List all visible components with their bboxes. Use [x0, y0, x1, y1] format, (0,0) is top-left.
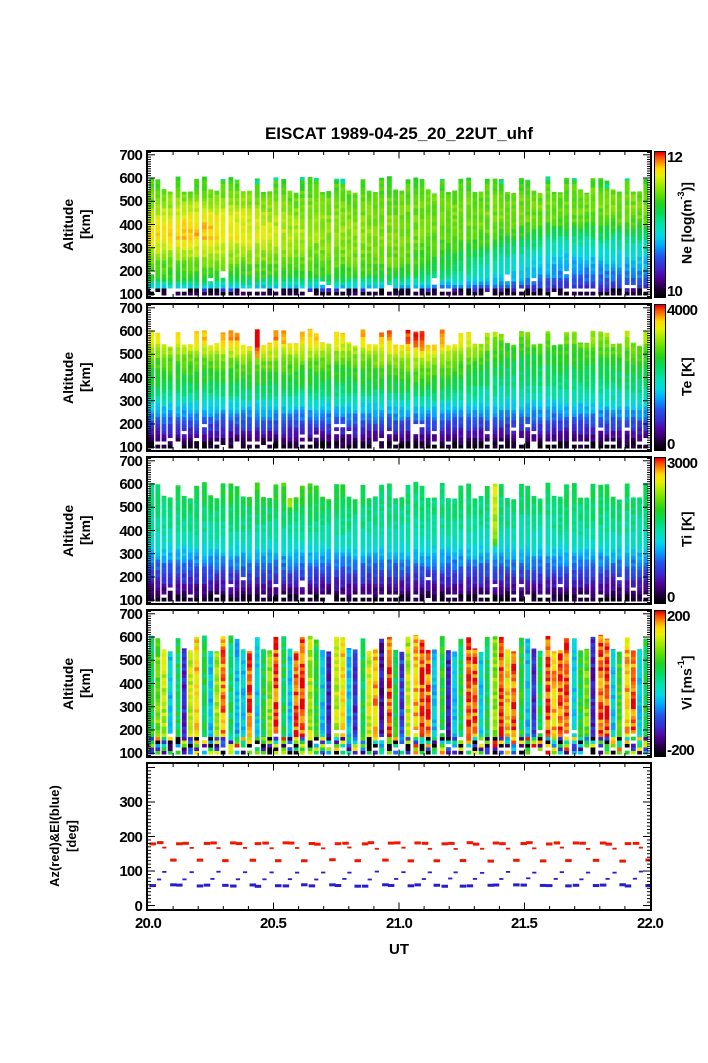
colorbar-title-text: Ti [K] [678, 511, 695, 548]
y-axis-label-azel: Az(red)&El(blue) [deg] [46, 764, 92, 909]
y-tick-label: 0 [134, 897, 142, 915]
panel-azel-scatter [146, 762, 652, 911]
colorbar-title-ti: Ti [K] [676, 457, 702, 602]
y-axis-label-line: Altitude [60, 657, 76, 710]
y-axis-label-line: [km] [77, 362, 93, 393]
y-tick-label: 400 [119, 216, 142, 234]
y-tick-label: 700 [119, 299, 142, 317]
y-tick-label: 500 [119, 652, 142, 670]
y-tick-label: 600 [119, 629, 142, 647]
y-tick-label: 200 [119, 568, 142, 586]
colorbar-max-label: 200 [667, 608, 690, 625]
y-axis-label-line: Altitude [60, 198, 76, 251]
colorbar-max-label: 3000 [667, 455, 698, 472]
y-tick-label: 500 [119, 193, 142, 211]
y-tick-label: 500 [119, 499, 142, 517]
y-axis-label-line: [km] [77, 515, 93, 546]
colorbar-te-gradient [655, 305, 665, 450]
y-tick-label: 200 [119, 415, 142, 433]
colorbar-vi-gradient [655, 611, 665, 756]
panel-vi-heatmap [146, 609, 652, 758]
ne-heatmap-canvas [148, 152, 650, 297]
colorbar-vi [654, 610, 666, 757]
colorbar-min-label: 0 [667, 589, 675, 606]
y-tick-label: 100 [119, 439, 142, 457]
y-tick-label: 200 [119, 721, 142, 739]
azel-scatter-canvas [148, 764, 650, 909]
y-tick-label: 400 [119, 369, 142, 387]
colorbar-title-te: Te [K] [676, 304, 702, 449]
y-tick-label: 300 [119, 545, 142, 563]
y-tick-label: 400 [119, 522, 142, 540]
panel-ne-heatmap [146, 150, 652, 299]
x-tick-label: 21.0 [386, 915, 413, 932]
chart-title: EISCAT 1989-04-25_20_22UT_uhf [264, 124, 534, 143]
y-tick-label: 600 [119, 323, 142, 341]
colorbar-max-label: 12 [667, 149, 683, 166]
y-tick-label: 200 [119, 262, 142, 280]
y-axis-label-line: [km] [77, 209, 93, 240]
y-tick-label: 100 [119, 286, 142, 304]
x-tick-label: 20.5 [260, 915, 287, 932]
colorbar-title-text: ] [678, 655, 695, 660]
colorbar-title-ne: Ne [log(m-3)] [676, 151, 702, 296]
x-tick-label: 20.0 [135, 915, 162, 932]
colorbar-min-label: 0 [667, 436, 675, 453]
panel-ti-heatmap [146, 456, 652, 605]
colorbar-te [654, 304, 666, 451]
y-tick-label: 300 [119, 698, 142, 716]
y-tick-label: 500 [119, 346, 142, 364]
colorbar-max-label: 4000 [667, 302, 698, 319]
y-axis-label-line: Altitude [60, 351, 76, 404]
colorbar-title-text: Te [K] [678, 357, 695, 396]
y-tick-label: 600 [119, 170, 142, 188]
y-axis-label-line: [deg] [64, 820, 79, 853]
y-tick-label: 100 [119, 592, 142, 610]
colorbar-ti [654, 457, 666, 604]
colorbar-title-text: Vi [ms [678, 667, 695, 710]
vi-heatmap-canvas [148, 611, 650, 756]
colorbar-ti-gradient [655, 458, 665, 603]
te-heatmap-canvas [148, 305, 650, 450]
ti-heatmap-canvas [148, 458, 650, 603]
y-tick-label: 300 [119, 239, 142, 257]
colorbar-min-label: 10 [667, 283, 683, 300]
y-tick-label: 700 [119, 452, 142, 470]
colorbar-title-sup: -1 [676, 659, 686, 668]
colorbar-title-sup: -3 [676, 191, 686, 200]
y-tick-label: 700 [119, 146, 142, 164]
colorbar-min-label: -200 [667, 742, 695, 759]
x-tick-label: 22.0 [637, 915, 664, 932]
y-tick-label: 600 [119, 476, 142, 494]
y-tick-label: 400 [119, 675, 142, 693]
y-tick-label: 300 [119, 793, 142, 811]
x-axis-label: UT [389, 941, 409, 958]
y-axis-label-line: Az(red)&El(blue) [47, 785, 62, 888]
colorbar-title-vi: Vi [ms-1] [676, 610, 702, 755]
y-tick-label: 200 [119, 828, 142, 846]
y-axis-label-line: [km] [77, 668, 93, 699]
colorbar-title-text: Ne [log(m [678, 199, 695, 265]
colorbar-title-text: )] [678, 182, 695, 192]
panel-te-heatmap [146, 303, 652, 452]
colorbar-ne [654, 151, 666, 298]
y-tick-label: 100 [119, 745, 142, 763]
x-tick-label: 21.5 [511, 915, 538, 932]
y-tick-label: 100 [119, 863, 142, 881]
y-axis-label-line: Altitude [60, 504, 76, 557]
y-tick-label: 700 [119, 605, 142, 623]
y-tick-label: 300 [119, 392, 142, 410]
colorbar-ne-gradient [655, 152, 665, 297]
